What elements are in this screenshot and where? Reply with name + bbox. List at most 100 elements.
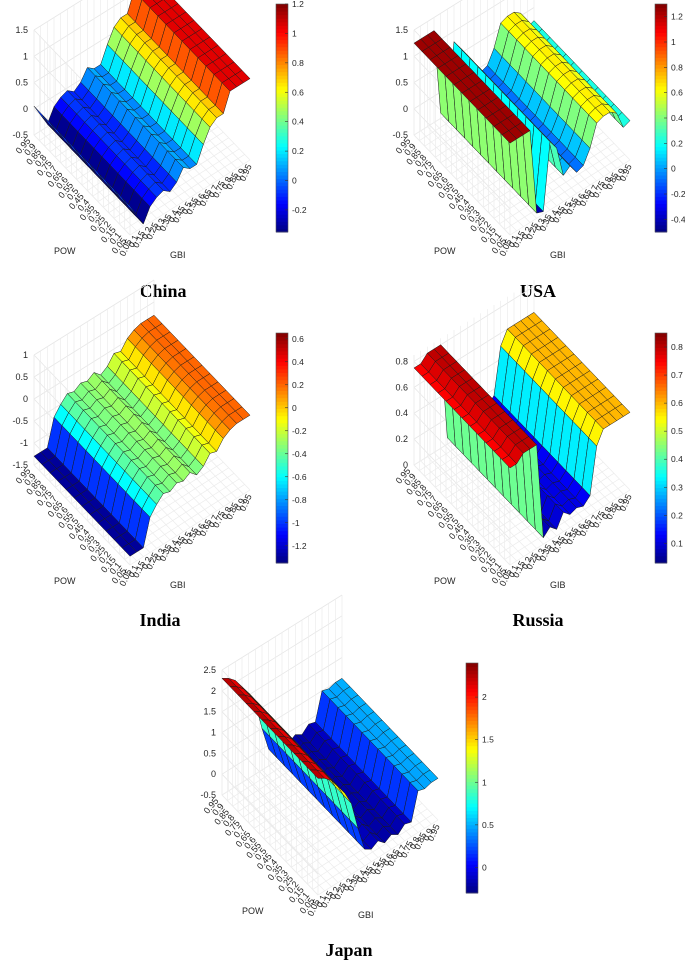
colorbar-segment bbox=[276, 78, 288, 83]
colorbar-tick-label: 0.4 bbox=[292, 357, 304, 367]
colorbar-tick-label: 0.4 bbox=[292, 117, 304, 127]
colorbar-segment bbox=[276, 379, 288, 384]
gbi-tick-label: 0.5 bbox=[559, 200, 573, 216]
colorbar-segment bbox=[655, 142, 667, 147]
gbi-axis-ticks: 0.050.10.150.20.250.30.350.40.450.50.550… bbox=[117, 493, 253, 588]
colorbar-segment bbox=[276, 28, 288, 33]
colorbar-segment bbox=[655, 523, 667, 528]
colorbar-segment bbox=[655, 473, 667, 478]
colorbar-segment bbox=[466, 731, 478, 736]
colorbar-segment bbox=[655, 61, 667, 66]
colorbar-segment bbox=[466, 698, 478, 704]
gbi-tick-label: 0.3 bbox=[533, 217, 547, 233]
z-tick-label: 0.5 bbox=[15, 78, 28, 88]
gbi-tick-label: 0.1 bbox=[506, 233, 520, 249]
colorbar-tick-label: 0 bbox=[671, 164, 676, 174]
colorbar-segment bbox=[655, 32, 667, 37]
colorbar-segment bbox=[655, 50, 667, 55]
colorbar-segment bbox=[655, 498, 667, 503]
colorbar-segment bbox=[466, 763, 478, 768]
z-tick-label: 2.5 bbox=[203, 665, 216, 675]
colorbar-segment bbox=[655, 358, 667, 363]
colorbar-segment bbox=[655, 559, 667, 564]
colorbar-segment bbox=[276, 210, 288, 215]
colorbar-segment bbox=[276, 519, 288, 524]
colorbar-segment bbox=[655, 207, 667, 212]
gbi-tick-label: 0.6 bbox=[193, 192, 207, 208]
colorbar-tick-label: 0.5 bbox=[482, 820, 494, 830]
colorbar-segment bbox=[655, 68, 667, 73]
colorbar-segment bbox=[466, 713, 478, 718]
colorbar-segment bbox=[655, 372, 667, 377]
colorbar-segment bbox=[466, 770, 478, 775]
colorbar-segment bbox=[655, 107, 667, 112]
colorbar-tick-label: 1.5 bbox=[482, 735, 494, 745]
z-tick-label: 1.5 bbox=[395, 25, 408, 35]
colorbar-segment bbox=[276, 4, 288, 9]
colorbar-segment bbox=[276, 541, 288, 546]
colorbar-tick-label: -0.4 bbox=[671, 214, 685, 224]
colorbar-segment bbox=[466, 663, 478, 668]
colorbar-tick-label: 0 bbox=[292, 403, 297, 413]
colorbar-tick-label: 0.2 bbox=[292, 380, 304, 390]
chart-caption: India bbox=[139, 610, 180, 630]
colorbar-tick-label: -0.6 bbox=[292, 472, 307, 482]
colorbar-segment bbox=[466, 878, 478, 883]
colorbar-segment bbox=[276, 107, 288, 112]
z-tick-label: 0 bbox=[403, 104, 408, 114]
colorbar-segment bbox=[655, 146, 667, 151]
colorbar-tick-label: 1.2 bbox=[292, 0, 304, 9]
colorbar-segment bbox=[466, 821, 478, 826]
colorbar-segment bbox=[276, 64, 288, 69]
colorbar-segment bbox=[276, 157, 288, 162]
colorbar-segment bbox=[276, 548, 288, 553]
colorbar-segment bbox=[655, 476, 667, 481]
colorbar-segment bbox=[276, 487, 288, 492]
colorbar-segment bbox=[466, 831, 478, 836]
gbi-tick-label: 0.9 bbox=[613, 497, 627, 513]
x-axis-label: POW bbox=[242, 906, 264, 916]
colorbar-segment bbox=[655, 139, 667, 144]
colorbar-segment bbox=[276, 11, 288, 16]
chart-caption: Russia bbox=[512, 610, 563, 630]
gbi-tick-label: 0.95 bbox=[237, 493, 253, 513]
colorbar-segment bbox=[276, 46, 288, 51]
colorbar-segment bbox=[276, 50, 288, 55]
y-axis-label: GBI bbox=[170, 250, 186, 260]
colorbar-segment bbox=[655, 185, 667, 190]
colorbar-segment bbox=[655, 487, 667, 492]
colorbar-segment bbox=[466, 756, 478, 761]
colorbar-segment bbox=[466, 677, 478, 682]
colorbar-segment bbox=[276, 340, 288, 345]
y-axis-label: GBI bbox=[550, 250, 566, 260]
gbi-tick-label: 0.3 bbox=[153, 217, 167, 233]
colorbar-segment bbox=[276, 14, 288, 19]
colorbar-segment bbox=[655, 444, 667, 449]
gbi-tick-label: 0.5 bbox=[559, 530, 573, 546]
colorbar-segment bbox=[276, 100, 288, 105]
colorbar-segment bbox=[655, 78, 667, 83]
colorbar-segment bbox=[466, 842, 478, 847]
colorbar-segment bbox=[466, 828, 478, 833]
colorbar-segment bbox=[276, 419, 288, 424]
colorbar-tick-label: 0.8 bbox=[671, 342, 683, 352]
gbi-tick-label: 0.3 bbox=[153, 547, 167, 563]
colorbar-segment bbox=[276, 412, 288, 417]
colorbar-segment bbox=[276, 89, 288, 94]
colorbar-tick-label: -1.2 bbox=[292, 541, 307, 551]
z-tick-label: 0.5 bbox=[15, 372, 28, 382]
colorbar-segment bbox=[276, 71, 288, 76]
z-tick-label: 0.8 bbox=[395, 356, 408, 366]
colorbar-segment bbox=[655, 96, 667, 101]
colorbar-segment bbox=[276, 509, 288, 514]
surface-patch bbox=[121, 197, 137, 216]
colorbar-tick-label: 1.2 bbox=[671, 12, 683, 22]
colorbar-segment bbox=[276, 221, 288, 226]
colorbar-tick-label: 0 bbox=[482, 862, 487, 872]
surface-patch bbox=[309, 769, 326, 779]
colorbar-segment bbox=[276, 178, 288, 183]
colorbar-tick-label: 1 bbox=[671, 37, 676, 47]
colorbar-segment bbox=[655, 397, 667, 402]
y-axis-label: GIB bbox=[550, 580, 566, 590]
